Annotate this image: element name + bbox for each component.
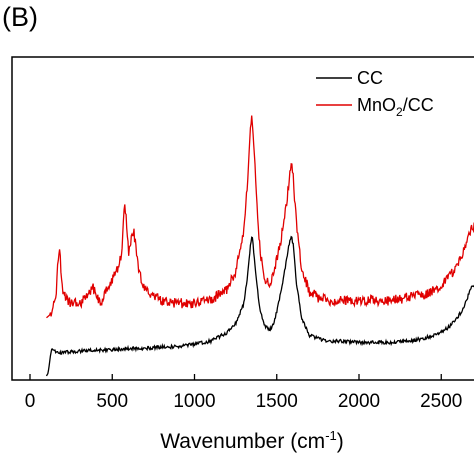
x-tick-label: 2000 (338, 391, 380, 412)
x-tick-label: 0 (25, 391, 36, 412)
series-line-cc (45, 235, 474, 377)
legend-label-cc: CC (357, 68, 383, 88)
panel-label: (B) (2, 2, 38, 32)
x-tick-label: 1500 (256, 391, 298, 412)
x-axis-title: Wavenumber (cm-1) (160, 428, 344, 453)
series-line-mno2-cc (46, 115, 474, 319)
x-tick-label: 500 (96, 391, 128, 412)
legend: CC MnO2/CC (316, 68, 434, 119)
series-layer (45, 115, 474, 377)
legend-label-mno2-cc: MnO2/CC (357, 95, 434, 119)
x-tick-label: 2500 (420, 391, 462, 412)
x-ticks: 0 500 1000 1500 2000 2500 (25, 374, 462, 412)
plot-frame (11, 56, 474, 381)
x-tick-label: 1000 (173, 391, 215, 412)
